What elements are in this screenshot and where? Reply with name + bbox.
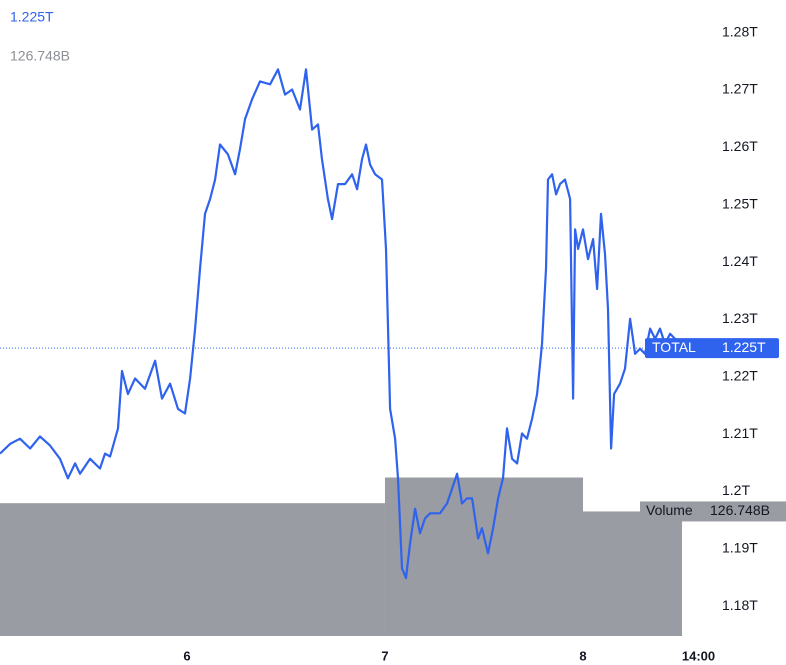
legend-volume: 126.748B [10, 48, 70, 64]
series-name: TOTAL [652, 339, 696, 355]
y-tick-label: 1.24T [722, 253, 758, 269]
y-tick-label: 1.26T [722, 138, 758, 154]
x-tick-label: 14:00 [682, 648, 715, 663]
axes: 1.28T 1.27T 1.26T 1.25T 1.24T 1.23T 1.22T 1.21T… [10, 9, 786, 663]
legend-price: 1.225T [10, 9, 54, 25]
volume-bar [0, 503, 385, 636]
y-tick-label: 1.19T [722, 540, 758, 556]
price-label-box [645, 338, 779, 359]
y-tick-label: 1.25T [722, 195, 758, 211]
plot-area [0, 68, 705, 636]
price-label: 1.225T [722, 339, 766, 355]
y-tick-label: 1.18T [722, 597, 758, 613]
y-tick-label: 1.23T [722, 310, 758, 326]
y-tick-label: 1.27T [722, 81, 758, 97]
volume-label-box [640, 501, 786, 522]
y-tick-label: 1.22T [722, 367, 758, 383]
x-tick-label: 6 [183, 648, 190, 663]
volume-bar [384, 477, 584, 636]
volume-bar [583, 511, 683, 636]
x-tick-label: 8 [579, 648, 586, 663]
y-tick-label: 1.21T [722, 425, 758, 441]
y-tick-label: 1.2T [722, 482, 750, 498]
y-tick-label: 1.28T [722, 23, 758, 39]
volume-label: 126.748B [710, 502, 770, 518]
volume-name: Volume [646, 502, 693, 518]
price-line [0, 68, 681, 580]
x-tick-label: 7 [381, 648, 388, 663]
